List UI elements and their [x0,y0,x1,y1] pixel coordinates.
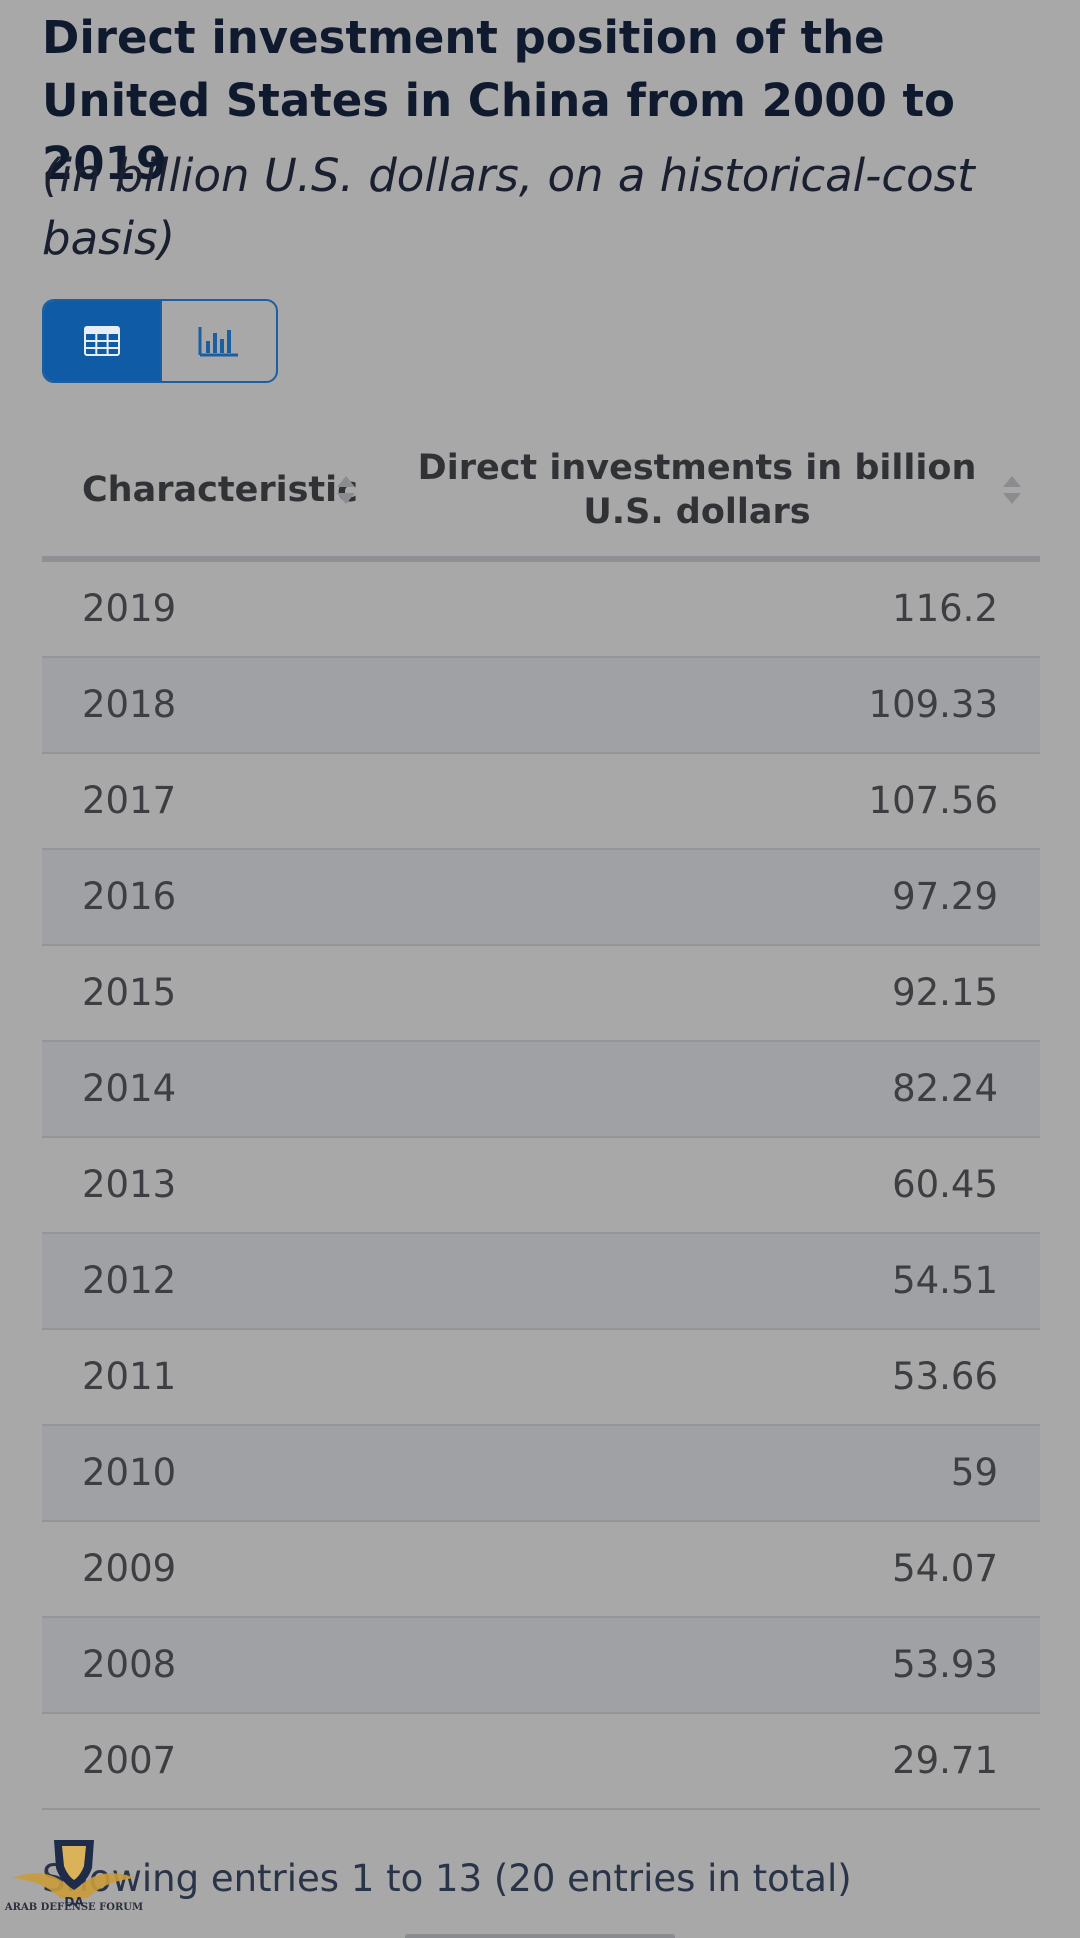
year-cell: 2008 [82,1643,177,1686]
value-cell: 53.66 [892,1355,998,1398]
pagination-control[interactable] [405,1934,675,1938]
year-cell: 2010 [82,1451,177,1494]
view-toggle [42,299,278,383]
year-cell: 2014 [82,1067,177,1110]
table-row: 2018 109.33 [42,658,1040,754]
forum-name: ARAB DEFENSE FORUM [4,1902,144,1913]
entries-info: Showing entries 1 to 13 (20 entries in t… [42,1857,852,1900]
page-subtitle: (in billion U.S. dollars, on a historica… [42,149,975,265]
year-cell: 2012 [82,1259,177,1302]
table-row: 2010 59 [42,1426,1040,1522]
value-cell: 60.45 [892,1163,998,1206]
logo-monogram: DA [64,1895,84,1908]
table-view-button[interactable] [44,301,160,381]
table-row: 2019 116.2 [42,562,1040,658]
eagle-logo-icon: DA [12,1840,136,1909]
table-header: Characteristic Direct investments in bil… [42,440,1040,562]
table-row: 2009 54.07 [42,1522,1040,1618]
year-cell: 2017 [82,779,177,822]
value-cell: 116.2 [892,587,998,630]
table-row: 2013 60.45 [42,1138,1040,1234]
value-cell: 109.33 [868,683,998,726]
value-cell: 92.15 [892,971,998,1014]
table-row: 2008 53.93 [42,1618,1040,1714]
value-cell: 97.29 [892,875,998,918]
value-cell: 53.93 [892,1643,998,1686]
page-title: Direct investment position of the United… [42,11,955,190]
value-cell: 54.07 [892,1547,998,1590]
year-cell: 2011 [82,1355,177,1398]
column-header-characteristic[interactable]: Characteristic [82,470,358,510]
table-row: 2012 54.51 [42,1234,1040,1330]
table-row: 2014 82.24 [42,1042,1040,1138]
sort-icon[interactable] [1002,474,1022,506]
value-cell: 82.24 [892,1067,998,1110]
value-cell: 54.51 [892,1259,998,1302]
table-row: 2016 97.29 [42,850,1040,946]
year-cell: 2009 [82,1547,177,1590]
year-cell: 2016 [82,875,177,918]
value-cell: 107.56 [868,779,998,822]
forum-watermark: DA ARAB DEFENSE FORUM [4,1828,144,1934]
value-cell: 29.71 [892,1739,998,1782]
table-row: 2017 107.56 [42,754,1040,850]
year-cell: 2018 [82,683,177,726]
table-icon [84,326,120,356]
table-body: 2019 116.2 2018 109.33 2017 107.56 2016 97.2… [42,562,1040,1810]
bar-chart-icon [198,327,238,357]
column-header-direct-investments[interactable]: Direct investments in billion U.S. dolla… [417,448,977,532]
table-row: 2011 53.66 [42,1330,1040,1426]
sort-icon[interactable] [336,474,356,506]
year-cell: 2019 [82,587,177,630]
table-row: 2015 92.15 [42,946,1040,1042]
year-cell: 2007 [82,1739,177,1782]
value-cell: 59 [950,1451,998,1494]
table-row: 2007 29.71 [42,1714,1040,1810]
year-cell: 2013 [82,1163,177,1206]
year-cell: 2015 [82,971,177,1014]
chart-view-button[interactable] [160,301,276,381]
